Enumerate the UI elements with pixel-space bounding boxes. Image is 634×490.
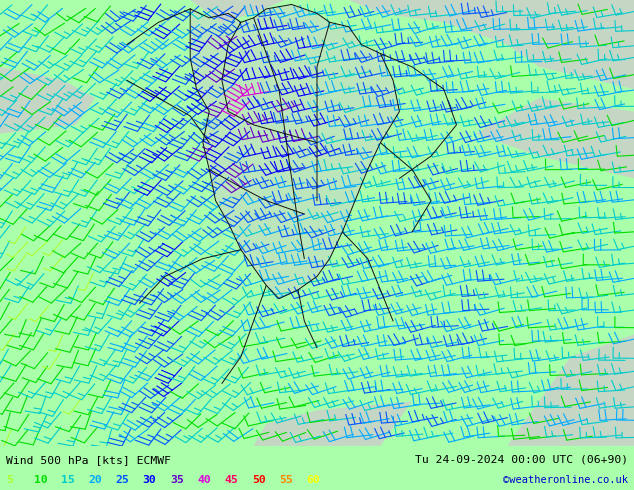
Text: 35: 35 bbox=[170, 475, 184, 485]
Text: 40: 40 bbox=[197, 475, 211, 485]
Polygon shape bbox=[254, 401, 412, 446]
Polygon shape bbox=[190, 4, 399, 299]
Polygon shape bbox=[476, 98, 634, 178]
Text: 15: 15 bbox=[61, 475, 75, 485]
Text: 5: 5 bbox=[6, 475, 13, 485]
Text: 10: 10 bbox=[34, 475, 48, 485]
Polygon shape bbox=[507, 334, 634, 446]
Text: Wind 500 hPa [kts] ECMWF: Wind 500 hPa [kts] ECMWF bbox=[6, 455, 171, 465]
Text: ©weatheronline.co.uk: ©weatheronline.co.uk bbox=[503, 475, 628, 485]
Text: 45: 45 bbox=[224, 475, 238, 485]
Text: 55: 55 bbox=[279, 475, 293, 485]
Text: 20: 20 bbox=[88, 475, 102, 485]
Text: 25: 25 bbox=[115, 475, 129, 485]
Polygon shape bbox=[349, 0, 634, 89]
Text: Tu 24-09-2024 00:00 UTC (06+90): Tu 24-09-2024 00:00 UTC (06+90) bbox=[415, 455, 628, 465]
Text: 60: 60 bbox=[306, 475, 320, 485]
Text: 30: 30 bbox=[143, 475, 157, 485]
Polygon shape bbox=[0, 67, 95, 134]
Polygon shape bbox=[190, 0, 285, 22]
Text: 50: 50 bbox=[252, 475, 266, 485]
